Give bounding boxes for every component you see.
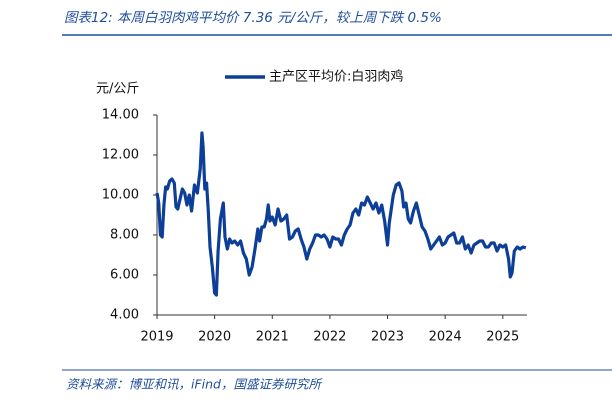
y-tick-label: 10.00 [102, 188, 139, 203]
x-tick-label: 2023 [371, 330, 404, 345]
source: 资料来源：博亚和讯，iFind，国盛证券研究所 [66, 377, 323, 392]
x-tick-label: 2025 [486, 330, 519, 345]
y-tick-label: 6.00 [110, 268, 139, 283]
x-tick-label: 2019 [140, 330, 173, 345]
legend-label: 主产区平均价:白羽肉鸡 [269, 69, 403, 85]
x-tick-label: 2020 [198, 330, 231, 345]
y-axis-label: 元/公斤 [96, 82, 139, 97]
x-tick-label: 2021 [256, 330, 289, 345]
y-tick-label: 14.00 [102, 108, 139, 123]
line-series [155, 131, 527, 297]
y-tick-label: 8.00 [110, 228, 139, 243]
chart-title: 图表12: 本周白羽肉鸡平均价 7.36 元/公斤，较上周下跌 0.5% [64, 10, 442, 26]
y-tick-label: 12.00 [102, 148, 139, 163]
y-tick-label: 4.00 [110, 308, 139, 323]
x-tick-label: 2024 [429, 330, 462, 345]
x-tick-label: 2022 [313, 330, 346, 345]
